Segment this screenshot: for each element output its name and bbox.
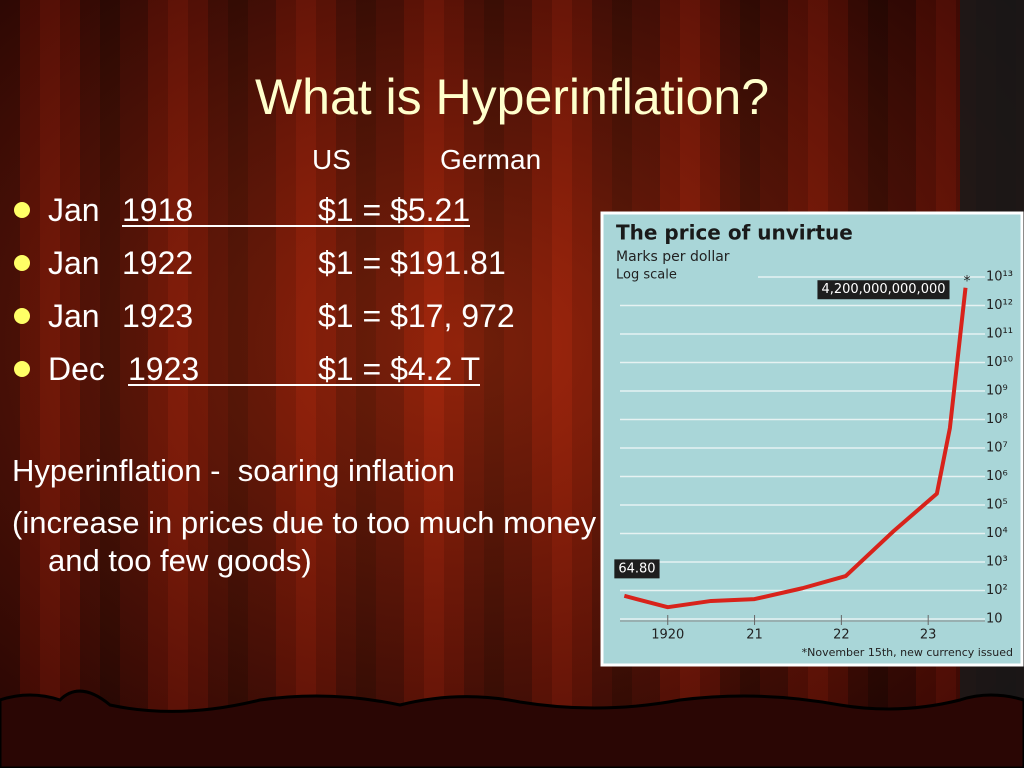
bullet-date: Jan	[48, 245, 100, 281]
bullet-dot	[14, 255, 30, 271]
bullet-dot	[14, 361, 30, 377]
bullet-year: 1923	[128, 351, 200, 387]
bullet-date: Dec	[48, 351, 105, 387]
bullet-dot	[14, 202, 30, 218]
bullet-year: 1918	[122, 192, 194, 228]
slide-title: What is Hyperinflation?	[254, 69, 770, 125]
underline	[128, 384, 480, 386]
bullet-dot	[14, 308, 30, 324]
bullet-date: Jan	[48, 192, 100, 228]
bullet-year: 1923	[122, 298, 194, 334]
column-header: US	[312, 144, 351, 175]
bullet-rate: $1 = $191.81	[318, 245, 506, 281]
column-header: German	[440, 144, 542, 175]
underline	[122, 225, 470, 227]
bullet-year: 1922	[122, 245, 194, 281]
bullet-rate: $1 = $17, 972	[318, 298, 515, 334]
bullet-rate: $1 = $5.21	[318, 192, 471, 228]
bullet-rate: $1 = $4.2 T	[318, 351, 481, 387]
definition: Hyperinflation - soaring inflation	[12, 453, 455, 488]
bullet-date: Jan	[48, 298, 100, 334]
explanation: (increase in prices due to too much mone…	[12, 505, 597, 578]
